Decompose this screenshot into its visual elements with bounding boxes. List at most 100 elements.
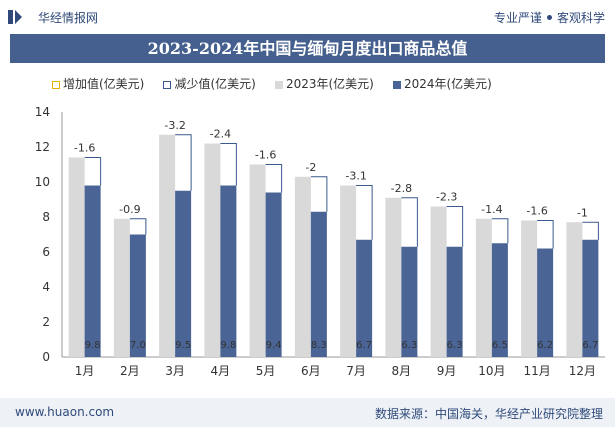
x-tick-label: 5月 <box>256 364 276 378</box>
bar-2024 <box>175 190 192 357</box>
change-bracket <box>491 218 509 244</box>
change-label: -2 <box>305 161 316 174</box>
x-tick-label: 12月 <box>569 364 596 378</box>
x-tick-label: 3月 <box>165 364 185 378</box>
bar-2023 <box>249 164 266 357</box>
legend-label-2024: 2024年(亿美元) <box>403 77 492 91</box>
legend-swatch-2024 <box>392 80 401 89</box>
data-label-2024: 8.3 <box>311 340 327 351</box>
bar-2023 <box>159 134 176 357</box>
y-tick-label: 14 <box>35 105 50 119</box>
change-label: -0.9 <box>119 203 140 216</box>
y-tick-label: 10 <box>35 175 50 189</box>
data-label-2024: 6.7 <box>582 340 598 351</box>
data-label-2024: 6.5 <box>492 340 508 351</box>
change-label: -1.6 <box>526 205 547 218</box>
y-tick-label: 6 <box>42 245 50 259</box>
top-bar: 华经情报网 专业严谨 客观科学 <box>0 0 615 34</box>
tagline-left: 专业严谨 <box>493 11 542 25</box>
footer-url: www.huaon.com <box>15 405 115 419</box>
x-tick-label: 1月 <box>75 364 95 378</box>
bar-2023 <box>566 222 583 357</box>
footer-source: 数据来源：中国海关，华经产业研究院整理 <box>374 407 603 421</box>
data-label-2024: 6.2 <box>537 340 553 351</box>
bar-2023 <box>430 206 447 357</box>
tagline-right: 客观科学 <box>556 11 605 25</box>
change-bracket <box>175 134 192 191</box>
chart-title: 2023-2024年中国与缅甸月度出口商品总值 <box>147 39 468 58</box>
x-tick-label: 11月 <box>523 364 550 378</box>
change-bracket <box>356 185 373 240</box>
change-label: -1.6 <box>255 149 276 162</box>
data-label-2024: 9.4 <box>266 340 282 351</box>
bar-2024 <box>446 246 463 357</box>
data-label-2024: 9.5 <box>175 340 191 351</box>
data-label-2024: 9.8 <box>85 340 101 351</box>
bar-2024 <box>537 248 554 357</box>
bar-2023 <box>340 185 357 357</box>
change-label: -2.4 <box>210 128 231 141</box>
x-tick-label: 8月 <box>392 364 412 378</box>
logo-icon <box>8 10 22 24</box>
legend-swatch-decrease <box>163 80 172 89</box>
bar-2024 <box>310 211 327 357</box>
change-bracket <box>446 206 464 247</box>
change-label: -1 <box>577 206 588 219</box>
x-tick-label: 2月 <box>120 364 140 378</box>
bar-2024 <box>265 192 282 357</box>
bullet-icon <box>546 15 552 20</box>
legend-item-decrease: 减少值(亿美元) <box>163 75 256 92</box>
bar-2023 <box>113 218 130 357</box>
bar-2023 <box>521 220 538 357</box>
data-label-2024: 6.3 <box>401 340 417 351</box>
bar-2024 <box>401 246 418 357</box>
bar-2023 <box>385 197 402 357</box>
x-tick-label: 9月 <box>437 364 457 378</box>
bar-2023 <box>68 157 85 357</box>
tagline: 专业严谨 客观科学 <box>494 9 605 26</box>
change-bracket <box>84 157 102 186</box>
data-label-2024: 6.3 <box>447 340 463 351</box>
x-tick-label: 7月 <box>346 364 366 378</box>
x-tick-label: 4月 <box>211 364 231 378</box>
change-label: -1.4 <box>481 203 502 216</box>
site-name: 华经情报网 <box>38 11 99 25</box>
bar-2024 <box>220 185 237 357</box>
bar-2023 <box>294 176 311 357</box>
legend-swatch-increase <box>52 80 60 89</box>
legend-item-2023: 2023年(亿美元) <box>274 75 374 92</box>
change-label: -1.6 <box>74 142 95 155</box>
legend-label-2023: 2023年(亿美元) <box>285 77 374 91</box>
change-label: -3.2 <box>164 119 185 132</box>
bar-2024 <box>129 234 146 357</box>
change-bracket <box>401 197 418 247</box>
y-tick-label: 8 <box>42 210 50 224</box>
data-label-2024: 6.7 <box>356 340 372 351</box>
change-label: -2.8 <box>391 182 412 195</box>
title-bar: 2023-2024年中国与缅甸月度出口商品总值 <box>10 34 605 63</box>
y-tick-label: 4 <box>42 280 50 294</box>
y-tick-label: 2 <box>42 315 50 329</box>
data-label-2024: 9.8 <box>220 340 236 351</box>
bar-2024 <box>356 239 373 357</box>
footer-bar: www.huaon.com 数据来源：中国海关，华经产业研究院整理 <box>0 398 615 427</box>
legend-item-2024: 2024年(亿美元) <box>392 75 492 92</box>
x-tick-label: 6月 <box>301 364 321 378</box>
change-label: -3.1 <box>345 170 366 183</box>
bar-2024 <box>84 185 101 357</box>
change-label: -2.3 <box>436 191 457 204</box>
bar-chart: 0 2 4 6 8 10 12 14 -1.6 9.8 1月 -0.9 7.0 2月 -3.2 9.5 3月 -2… <box>35 105 605 378</box>
y-tick-label: 0 <box>42 350 50 364</box>
legend-label-increase: 增加值(亿美元) <box>63 77 145 91</box>
bar-2023 <box>475 218 492 357</box>
data-label-2024: 7.0 <box>130 340 146 351</box>
bar-2024 <box>491 243 508 357</box>
legend-swatch-2023 <box>274 80 283 89</box>
change-bracket <box>537 220 554 249</box>
x-tick-label: 10月 <box>478 364 505 378</box>
change-bracket <box>310 176 328 212</box>
bar-2023 <box>204 143 221 357</box>
change-bracket <box>265 164 283 193</box>
legend-item-increase: 增加值(亿美元) <box>52 75 144 92</box>
change-bracket <box>582 221 599 240</box>
